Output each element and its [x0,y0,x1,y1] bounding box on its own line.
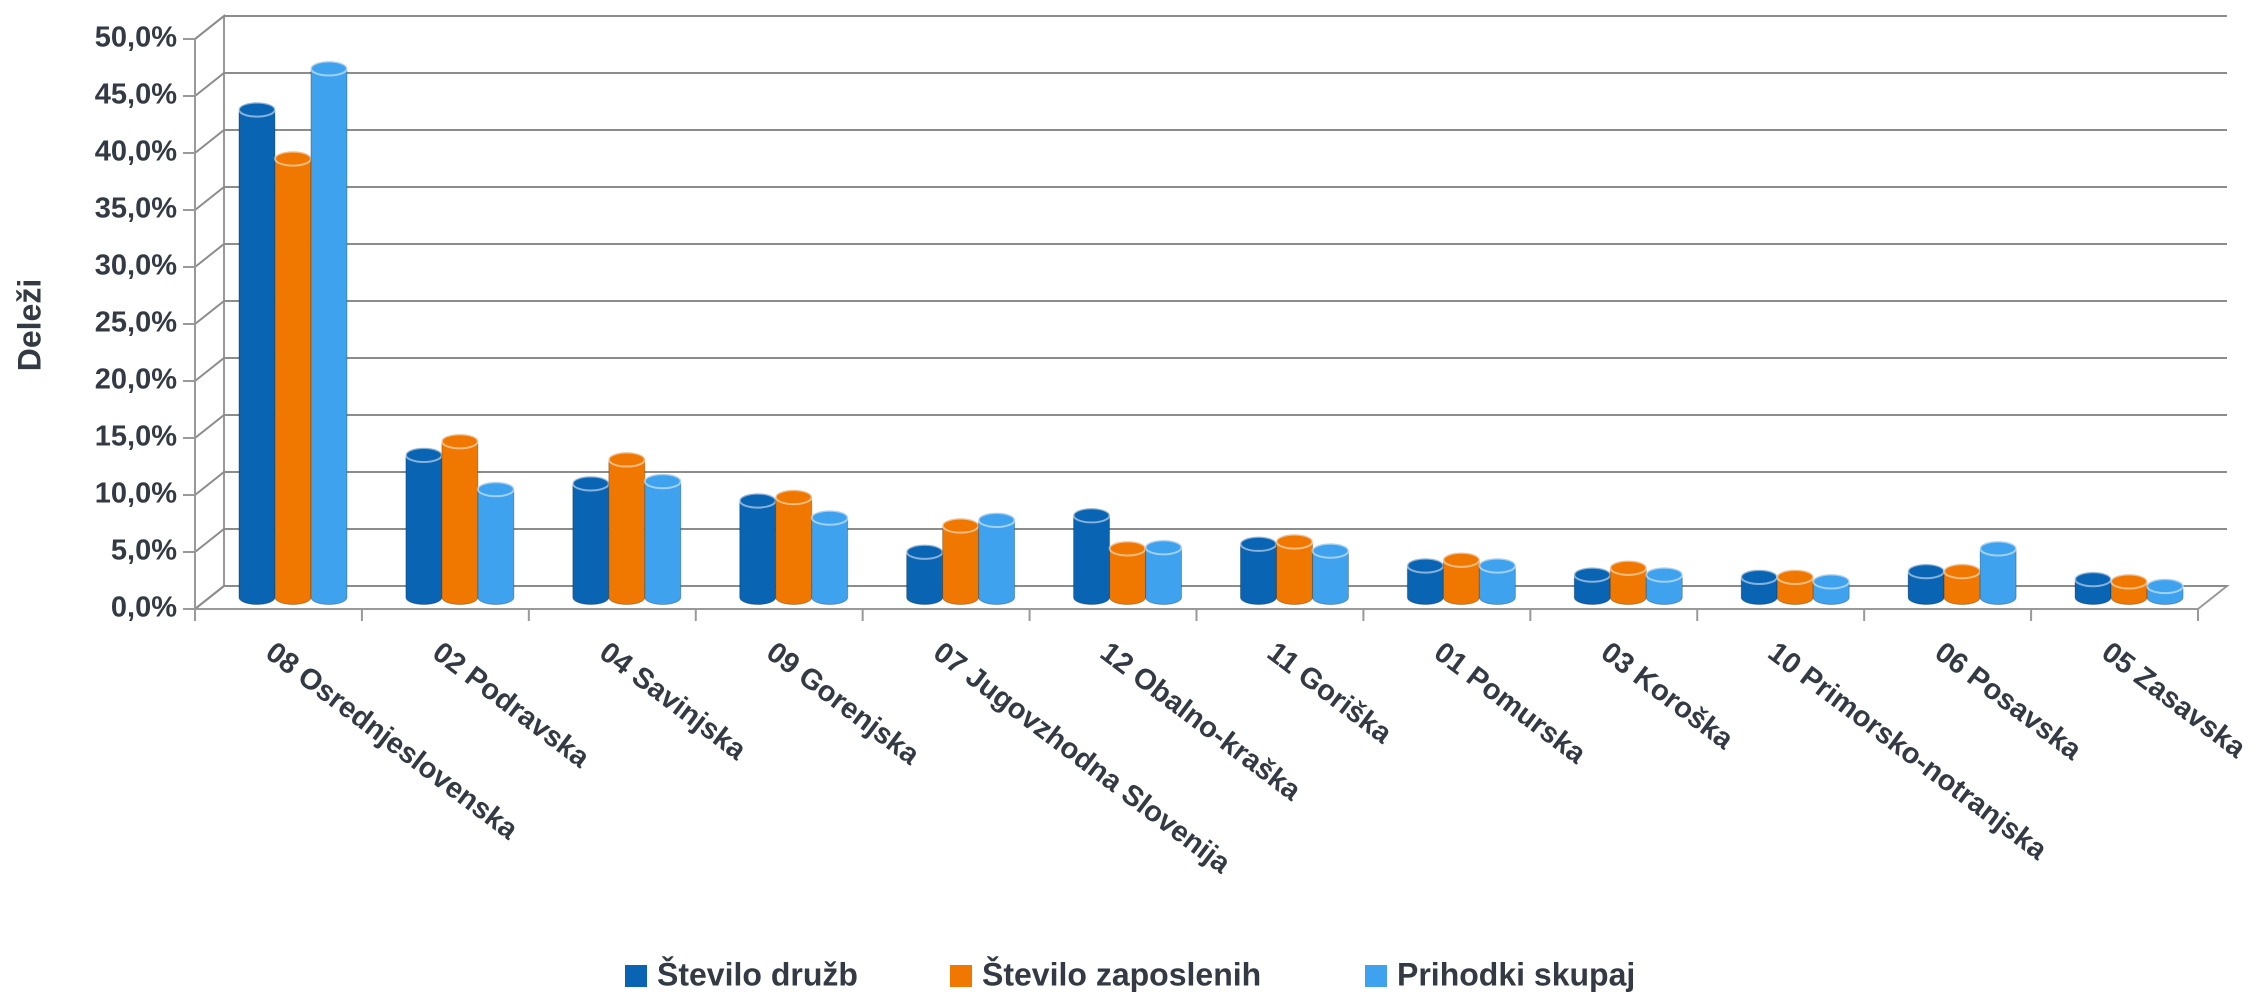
y-tick-label: 20,0% [95,364,177,396]
y-tick-label: 50,0% [95,22,177,54]
bar-top [1907,563,1946,580]
bar-top [2110,573,2149,590]
legend-label: Prihodki skupaj [1397,956,1635,992]
bar-top [1645,566,1684,583]
y-tick-label: 35,0% [95,193,177,225]
bar-top [774,489,813,506]
bar-top [2074,571,2113,588]
bar [405,447,443,605]
bar [477,481,515,605]
grid-line [194,585,2227,610]
bar-top [571,475,610,492]
bar-top [1144,539,1183,556]
grid-line [194,300,2227,325]
bar [572,476,610,605]
x-tick-label: 05 Zasavska [2096,636,2252,765]
y-tick-label: 40,0% [95,136,177,168]
grid-line [194,129,2227,154]
bar-top [1979,540,2018,557]
bar-top [309,60,348,77]
bar-top [1406,557,1445,574]
bar-top [1311,542,1350,559]
legend-label: Število družb [657,956,858,992]
grid-line [194,471,2227,496]
x-tick-label: 06 Posavska [1929,636,2088,767]
bar [644,473,682,605]
bar [739,493,777,605]
bar [238,102,276,605]
x-tick-label: 02 Podravska [427,636,596,775]
bar-top [1609,559,1648,576]
bar-top [1812,573,1851,590]
bar-top [1275,533,1314,550]
grid-line [194,243,2227,268]
bar [775,489,813,605]
bar-top [237,101,276,118]
bar-top [643,473,682,490]
grid-line [194,528,2227,553]
bar-top [273,150,312,167]
y-tick-label: 15,0% [95,421,177,453]
bar-top [2146,578,2185,595]
bar [310,61,348,605]
bar-top [1776,568,1815,585]
x-tick-label: 11 Goriška [1261,636,1398,750]
bar-top [440,433,479,450]
bar-top [1573,566,1612,583]
bar [441,433,479,605]
bar-top [607,451,646,468]
y-tick-label: 45,0% [95,79,177,111]
bar-top [1943,563,1982,580]
y-tick-label: 10,0% [95,478,177,510]
y-axis-label: Deleži [11,279,47,371]
x-tick-label: 09 Gorenjska [760,636,925,772]
legend-swatch [950,965,972,987]
grid-line [194,72,2227,97]
bar-top [941,517,980,534]
bar [608,452,646,605]
grid-line [194,414,2227,439]
y-tick-label: 5,0% [111,535,177,567]
bar-top [1442,551,1481,568]
bar-top [476,481,515,498]
bar-top [1239,535,1278,552]
y-tick-label: 0,0% [111,592,177,624]
bar-top [1478,557,1517,574]
legend-swatch [625,965,647,987]
bar-top [404,447,443,463]
legend-label: Število zaposlenih [982,956,1261,992]
bar-top [977,511,1016,528]
x-tick-label: 04 Savinjska [593,636,752,767]
bar-top [810,509,849,526]
bar-top [738,492,777,509]
grid-line [194,357,2227,382]
x-tick-label: 10 Primorsko-notranjska [1762,636,2054,867]
grid-line [194,186,2227,211]
grid-line [194,15,2227,40]
y-tick-label: 30,0% [95,250,177,282]
bar [274,151,312,605]
bar-top [1108,540,1147,557]
bar-top [1072,507,1111,524]
legend-swatch [1365,965,1387,987]
bar-top [1740,568,1779,585]
bar-top [905,543,944,560]
y-tick-label: 25,0% [95,307,177,339]
x-tick-label: 07 Jugovzhodna Slovenija [927,636,1237,880]
x-tick-label: 03 Koroška [1595,636,1740,756]
x-tick-label: 01 Pomurska [1428,636,1592,771]
